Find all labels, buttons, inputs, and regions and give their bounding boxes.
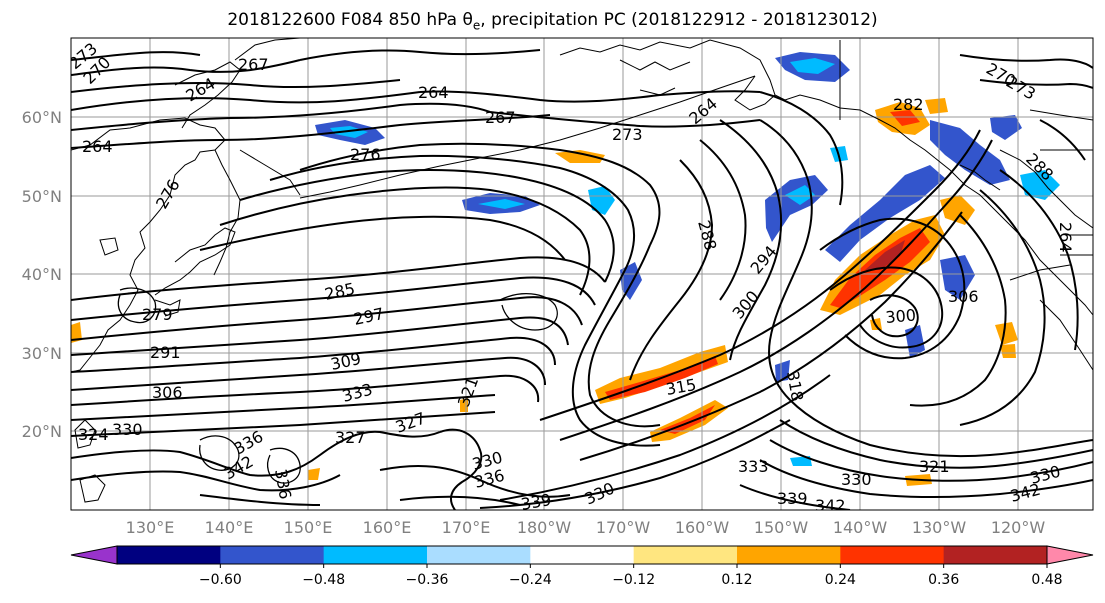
- colorbar-tick-label: 0.36: [928, 572, 959, 588]
- map-title: 2018122600 F084 850 hPa θe, precipitatio…: [227, 10, 878, 33]
- colorbar-segment: [737, 546, 841, 564]
- colorbar-tick-label: −0.48: [302, 572, 345, 588]
- lon-label: 120°W: [991, 518, 1046, 537]
- coastlines: [71, 38, 1093, 503]
- colorbar-segment: [427, 546, 531, 564]
- contour-label: 264: [418, 83, 449, 102]
- longitude-labels: 130°E 140°E 150°E 160°E 170°E 180°W 170°…: [126, 518, 1046, 537]
- colorbar-extend-high: [1046, 545, 1094, 565]
- lon-label: 160°W: [675, 518, 730, 537]
- colorbar-tick-label: −0.60: [199, 572, 242, 588]
- colorbar-tick-label: −0.12: [612, 572, 655, 588]
- colorbar-segment: [323, 546, 428, 564]
- contour-label: 264: [1056, 222, 1075, 253]
- lon-label: 170°W: [596, 518, 651, 537]
- contour-label: 291: [150, 343, 181, 362]
- colorbar-tick-label: 0.48: [1031, 572, 1062, 588]
- contour-label: 330: [841, 470, 872, 489]
- contour-label: 327: [335, 428, 366, 447]
- colorbar-segment: [117, 546, 221, 564]
- contour-label: 267: [238, 55, 269, 74]
- colorbar-tick-label: 0.24: [825, 572, 856, 588]
- colorbar-outline: [116, 545, 1048, 565]
- colorbar-tick-label: 0.12: [721, 572, 752, 588]
- colorbar-tick-label: −0.24: [509, 572, 552, 588]
- contour-label: 339: [777, 489, 808, 508]
- contour-label: 324: [78, 425, 109, 444]
- colorbar-segment: [530, 546, 635, 564]
- contour-label: 282: [893, 95, 924, 114]
- lon-label: 150°W: [754, 518, 809, 537]
- lon-label: 160°E: [363, 518, 412, 537]
- colorbar-segment: [943, 546, 1048, 564]
- colorbar-segment: [633, 546, 738, 564]
- contour-label: 264: [82, 137, 113, 156]
- colorbar-segment: [220, 546, 325, 564]
- lat-label: 40°N: [22, 265, 62, 284]
- lon-label: 150°E: [284, 518, 333, 537]
- lat-label: 20°N: [22, 422, 62, 441]
- contour-label: 267: [485, 108, 516, 127]
- colorbar-segment: [840, 546, 945, 564]
- latitude-labels: 60°N 50°N 40°N 30°N 20°N: [22, 108, 62, 441]
- contour-label: 276: [350, 145, 381, 164]
- lon-label: 130°E: [126, 518, 175, 537]
- lon-label: 140°E: [205, 518, 254, 537]
- contour-label: 342: [815, 496, 846, 515]
- lat-label: 60°N: [22, 108, 62, 127]
- lon-label: 170°E: [442, 518, 491, 537]
- colorbar-tick-label: −0.36: [406, 572, 449, 588]
- contour-label: 300: [885, 305, 917, 327]
- lon-label: 180°W: [517, 518, 572, 537]
- contour-label: 333: [738, 457, 769, 476]
- contour-label: 306: [152, 383, 183, 402]
- contour-label: 273: [612, 125, 643, 144]
- colorbar-extend-low: [70, 545, 118, 565]
- lat-label: 50°N: [22, 187, 62, 206]
- contour-label: 330: [112, 420, 143, 439]
- lon-label: 130°W: [912, 518, 967, 537]
- theta-e-contours: [71, 49, 1093, 510]
- contour-label: 306: [948, 287, 979, 306]
- contour-label: 321: [919, 457, 950, 476]
- contour-label: 279: [142, 305, 173, 324]
- lon-label: 140°W: [833, 518, 888, 537]
- lat-label: 30°N: [22, 344, 62, 363]
- map-border: [70, 37, 1094, 511]
- colorbar: −0.60 −0.48 −0.36 −0.24 −0.12 0.12 0.24 0.36 0.4…: [70, 545, 1094, 588]
- contour-label: 339: [519, 490, 552, 514]
